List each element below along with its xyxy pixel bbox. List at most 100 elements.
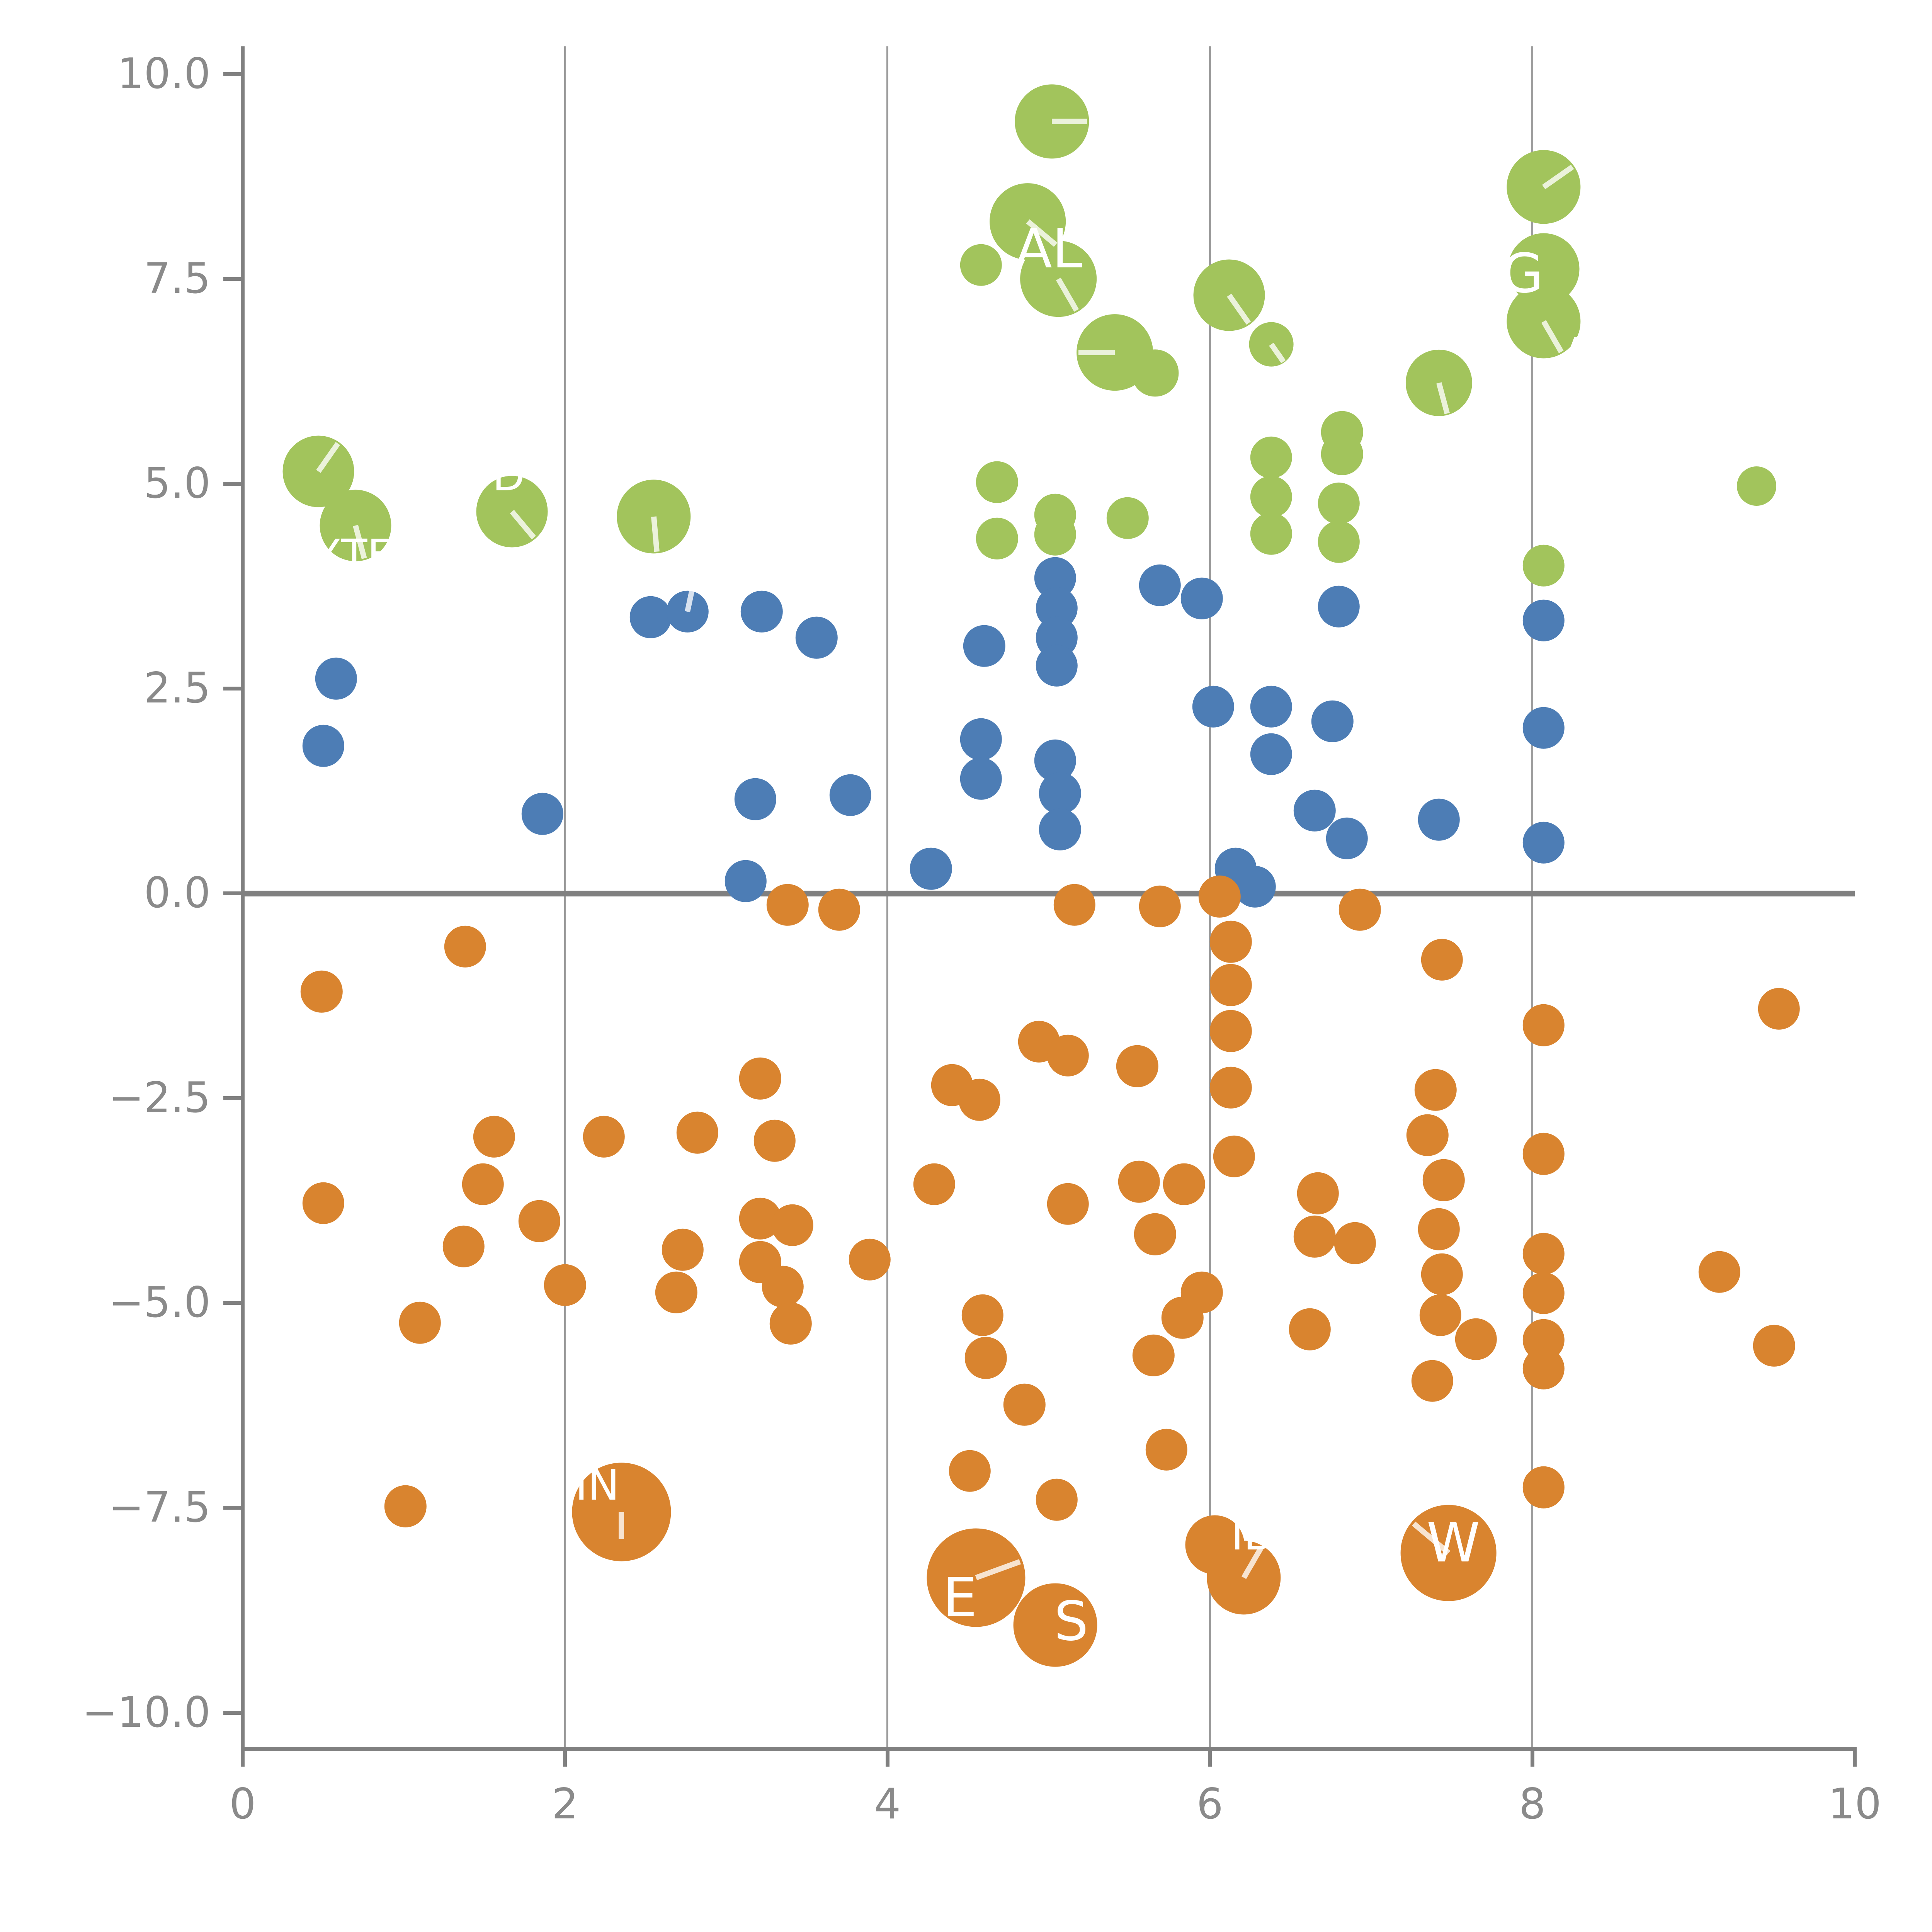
x-tick-label: 4 (874, 1779, 901, 1828)
blue-data-point (629, 596, 672, 638)
orange-data-point (1213, 1135, 1255, 1177)
bubble-label: W (1426, 1511, 1480, 1575)
orange-data-point (444, 925, 486, 968)
x-tick (885, 1747, 889, 1767)
bubble-label: G (1502, 242, 1544, 305)
bubble-label: XTF (313, 530, 392, 580)
green-data-point (1321, 433, 1363, 475)
green-data-point (1250, 436, 1292, 479)
y-tick (223, 1096, 243, 1100)
orange-data-point (1758, 988, 1800, 1030)
orange-data-point (302, 1182, 344, 1224)
orange-data-point (1297, 1172, 1339, 1214)
orange-data-point (1210, 1010, 1252, 1052)
blue-data-point (1039, 808, 1081, 850)
orange-data-point (1522, 1133, 1565, 1175)
gridline-x2 (564, 46, 566, 1747)
orange-data-point (1036, 1478, 1078, 1521)
y-tick-label: 10.0 (117, 49, 211, 98)
orange-data-point (1139, 885, 1181, 928)
y-tick-label: −10.0 (82, 1687, 211, 1737)
bubble-label: D (492, 451, 525, 500)
green-data-point (1131, 349, 1179, 397)
orange-data-point (1419, 1294, 1461, 1337)
bubble-label: IB (1231, 1510, 1273, 1560)
green-data-point (1318, 521, 1360, 563)
bubble-label: S (1054, 1590, 1088, 1653)
y-tick (223, 1301, 243, 1305)
orange-data-point (676, 1111, 718, 1154)
orange-data-point (301, 971, 343, 1013)
orange-data-point (1406, 1114, 1449, 1156)
orange-data-point (1422, 1159, 1465, 1201)
orange-data-point (1210, 920, 1252, 963)
orange-data-point (1163, 1163, 1205, 1205)
orange-data-point (1522, 1004, 1565, 1046)
blue-data-point (829, 774, 872, 816)
y-tick-label: 0.0 (144, 868, 211, 917)
blue-data-point (1250, 733, 1292, 775)
blue-data-point (1036, 645, 1078, 687)
orange-data-point (1145, 1429, 1187, 1471)
orange-data-point (1522, 1233, 1565, 1275)
y-axis-line (241, 46, 245, 1750)
orange-data-point (753, 1120, 796, 1162)
blue-data-point (910, 848, 952, 890)
y-tick (223, 686, 243, 690)
blue-data-point (302, 725, 344, 767)
green-data-point (1250, 476, 1292, 518)
y-tick-label: 7.5 (144, 253, 211, 303)
orange-data-point (766, 884, 809, 926)
y-tick (223, 481, 243, 486)
blue-data-point (734, 778, 776, 820)
y-tick (223, 891, 243, 895)
x-tick-label: 8 (1519, 1779, 1546, 1828)
bubble-tick-line (1052, 119, 1087, 124)
orange-data-point (442, 1225, 485, 1268)
orange-data-point (1047, 1034, 1089, 1077)
blue-data-point (1418, 798, 1460, 841)
bubble-tick-line (1078, 350, 1115, 355)
bubble-tick-line (619, 1512, 624, 1539)
blue-data-point (521, 793, 564, 835)
orange-data-point (1421, 1253, 1463, 1296)
orange-data-point (518, 1200, 560, 1242)
y-tick (223, 277, 243, 281)
orange-data-point (1210, 964, 1252, 1006)
orange-data-point (1134, 1213, 1176, 1255)
orange-data-point (849, 1238, 891, 1281)
orange-data-point (1003, 1383, 1046, 1426)
x-tick-label: 0 (229, 1779, 256, 1828)
orange-data-point (1289, 1308, 1331, 1350)
orange-data-point (965, 1337, 1007, 1379)
blue-data-point (796, 617, 838, 659)
blue-data-point (1039, 772, 1081, 815)
orange-data-point (1753, 1325, 1795, 1367)
green-data-point (976, 461, 1018, 503)
orange-data-point (655, 1271, 697, 1313)
orange-data-point (1199, 876, 1241, 918)
green-data-point (1522, 544, 1565, 587)
y-tick (223, 1711, 243, 1715)
blue-data-point (1326, 817, 1368, 860)
orange-data-point (1210, 1066, 1252, 1109)
blue-data-point (1139, 564, 1181, 606)
x-tick (1208, 1747, 1212, 1767)
orange-data-point (1294, 1216, 1336, 1258)
y-tick-label: −7.5 (109, 1483, 211, 1532)
orange-data-point (1522, 1272, 1565, 1314)
blue-data-point (1522, 707, 1565, 749)
orange-data-point (1418, 1208, 1460, 1250)
blue-data-point (1192, 685, 1234, 728)
bubble-label: E (943, 1566, 977, 1629)
x-tick (241, 1747, 245, 1767)
blue-data-point (960, 718, 1002, 760)
orange-data-point (1698, 1251, 1740, 1293)
y-tick-label: 5.0 (144, 458, 211, 508)
orange-data-point (818, 889, 860, 931)
orange-data-point (1053, 884, 1095, 926)
blue-data-point (960, 757, 1002, 800)
green-data-point (960, 244, 1002, 286)
green-data-point (976, 517, 1018, 560)
